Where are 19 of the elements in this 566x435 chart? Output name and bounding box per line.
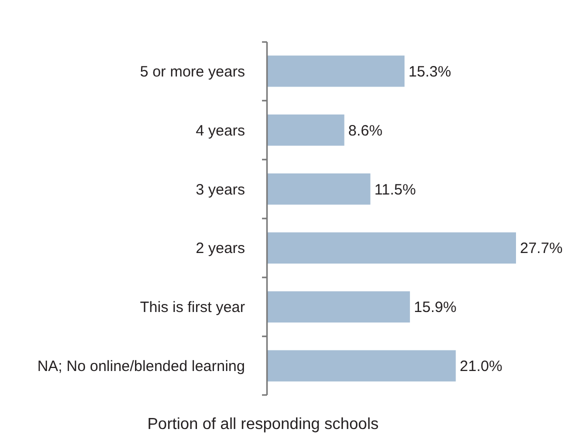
y-tick-label: This is first year (140, 299, 246, 316)
data-label: 8.6% (348, 122, 383, 140)
x-axis-title: Portion of all responding schools (147, 416, 379, 433)
bar (267, 291, 410, 323)
data-label: 15.3% (408, 63, 452, 80)
y-tick-label: NA; No online/blended learning (37, 358, 245, 376)
data-label: 21.0% (460, 358, 502, 376)
bar (267, 173, 370, 205)
y-tick-label: 3 years (196, 181, 245, 198)
bar (267, 114, 344, 146)
data-label: 15.9% (414, 299, 456, 316)
y-tick-label: 4 years (196, 122, 245, 140)
y-tick-label: 2 years (196, 240, 245, 258)
bar (267, 56, 405, 87)
data-label: 11.5% (374, 181, 416, 198)
y-tick-label: 5 or more years (140, 63, 245, 80)
bar (267, 232, 516, 264)
data-label: 27.7% (520, 240, 563, 258)
bar (267, 350, 456, 382)
